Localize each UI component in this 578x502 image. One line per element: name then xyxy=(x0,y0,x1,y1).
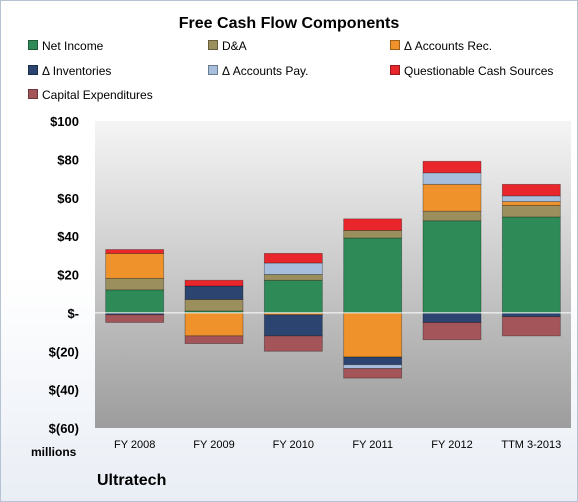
x-tick-label: FY 2012 xyxy=(431,439,472,451)
bar-segment-d-a-fy-2011 xyxy=(343,229,403,239)
legend-label: Net Income xyxy=(42,39,104,53)
y-tick-label: $- xyxy=(67,306,79,321)
x-tick-label: FY 2009 xyxy=(193,439,234,451)
legend-swatch-capex xyxy=(28,89,38,99)
legend-item-inventories: Δ Inventories xyxy=(28,64,111,78)
bar-segment-capital-expenditures-ttm-3-2013 xyxy=(501,316,561,337)
legend-swatch-da xyxy=(208,40,218,50)
x-tick-label: FY 2011 xyxy=(352,439,393,451)
bar-segment-capital-expenditures-fy-2008 xyxy=(105,314,165,323)
bar-segment-accounts-rec-ttm-3-2013 xyxy=(501,201,561,206)
bar-segment-net-income-fy-2011 xyxy=(343,237,403,314)
legend-item-da: D&A xyxy=(208,39,247,53)
bar-segment-d-a-fy-2008 xyxy=(105,277,165,291)
legend-label: Capital Expenditures xyxy=(42,88,153,102)
legend-label: Δ Inventories xyxy=(42,64,112,78)
bar-segment-questionable-cash-sources-ttm-3-2013 xyxy=(501,183,561,197)
bar-segment-d-a-ttm-3-2013 xyxy=(501,205,561,218)
bar-segment-inventories-fy-2011 xyxy=(343,356,403,366)
bar-segment-d-a-fy-2010 xyxy=(263,274,323,281)
x-tick-label: FY 2008 xyxy=(114,439,155,451)
bar-segment-accounts-rec-fy-2011 xyxy=(343,312,403,358)
bar-segment-net-income-fy-2010 xyxy=(263,279,323,314)
bar-segment-inventories-ttm-3-2013 xyxy=(501,312,561,318)
bar-segment-d-a-fy-2012 xyxy=(422,210,482,222)
bar-segment-accounts-rec-fy-2008 xyxy=(105,252,165,279)
bar-segment-net-income-ttm-3-2013 xyxy=(501,216,561,314)
bar-segment-accounts-pay-ttm-3-2013 xyxy=(501,195,561,202)
bar-segment-questionable-cash-sources-fy-2012 xyxy=(422,160,482,174)
bar-segment-inventories-fy-2012 xyxy=(422,312,482,323)
y-tick-label: $(40) xyxy=(49,383,79,398)
bar-segment-net-income-fy-2008 xyxy=(105,289,165,314)
legend-label: Δ Accounts Rec. xyxy=(404,39,493,53)
bar-segment-questionable-cash-sources-fy-2009 xyxy=(184,279,244,287)
chart-title: Free Cash Flow Components xyxy=(178,15,400,32)
legend-swatch-accounts-pay xyxy=(208,65,218,75)
legend-swatch-questionable-cash xyxy=(390,65,400,75)
legend-item-questionable-cash: Questionable Cash Sources xyxy=(390,64,553,78)
bar-segment-inventories-fy-2009 xyxy=(184,285,244,300)
bar-segment-capital-expenditures-fy-2012 xyxy=(422,322,482,341)
legend-label: Questionable Cash Sources xyxy=(404,64,554,78)
bar-segment-questionable-cash-sources-fy-2008 xyxy=(105,249,165,254)
bar-segment-accounts-pay-fy-2012 xyxy=(422,172,482,185)
bar-segment-capital-expenditures-fy-2011 xyxy=(343,368,403,379)
bar-segment-d-a-fy-2009 xyxy=(184,299,244,312)
y-tick-label: $80 xyxy=(57,152,79,167)
bars-layer xyxy=(105,160,561,379)
bar-segment-questionable-cash-sources-fy-2011 xyxy=(343,218,403,231)
bar-segment-capital-expenditures-fy-2010 xyxy=(263,335,323,352)
y-tick-label: $60 xyxy=(57,191,79,206)
bar-segment-questionable-cash-sources-fy-2010 xyxy=(263,252,323,264)
y-tick-label: $40 xyxy=(57,229,79,244)
legend-item-accounts-pay: Δ Accounts Pay. xyxy=(208,64,309,78)
x-tick-label: FY 2010 xyxy=(273,439,314,451)
bar-segment-accounts-rec-fy-2009 xyxy=(184,312,244,337)
y-tick-label: $100 xyxy=(50,114,79,129)
legend-item-net-income: Net Income xyxy=(28,39,103,53)
bar-segment-capital-expenditures-fy-2009 xyxy=(184,335,244,344)
legend-item-capex: Capital Expenditures xyxy=(28,88,153,102)
legend-swatch-inventories xyxy=(28,65,38,75)
y-tick-label: $(20) xyxy=(49,344,79,359)
bar-segment-accounts-pay-fy-2011 xyxy=(343,364,403,369)
plot-area xyxy=(95,121,571,428)
legend-item-accounts-rec: Δ Accounts Rec. xyxy=(390,39,492,53)
legend-swatch-accounts-rec xyxy=(390,40,400,50)
bar-segment-accounts-pay-fy-2010 xyxy=(263,262,323,275)
units-label: millions xyxy=(31,445,77,459)
legend-label: D&A xyxy=(222,39,247,53)
y-tick-label: $20 xyxy=(57,268,79,283)
bar-segment-accounts-rec-fy-2012 xyxy=(422,183,482,212)
bar-segment-net-income-fy-2012 xyxy=(422,220,482,314)
x-axis: FY 2008 FY 2009 FY 2010 FY 2011 FY 2012 TTM 3… xyxy=(114,439,561,451)
x-tick-label: TTM 3-2013 xyxy=(501,439,561,451)
legend-label: Δ Accounts Pay. xyxy=(222,64,309,78)
y-axis: $100 $80 $60 $40 $20 $- $(20) $(40) $(60) xyxy=(49,114,79,436)
company-name: Ultratech xyxy=(97,472,167,489)
legend-swatch-net-income xyxy=(28,40,38,50)
y-tick-label: $(60) xyxy=(49,421,79,436)
bar-segment-inventories-fy-2010 xyxy=(263,314,323,337)
